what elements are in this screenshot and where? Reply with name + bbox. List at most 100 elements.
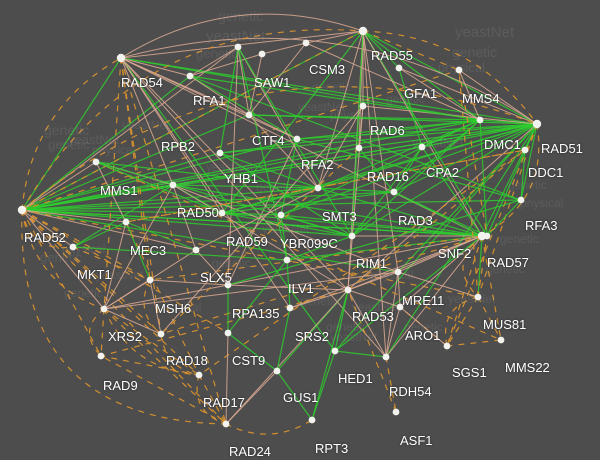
graph-edge-physical (305, 42, 481, 121)
graph-edge-coexpression (477, 235, 483, 298)
graph-edge-coexpression (219, 46, 239, 154)
graph-node-mms1[interactable] (92, 158, 100, 166)
graph-node-rpb2[interactable] (234, 43, 242, 51)
graph-edge-physical (172, 184, 197, 251)
graph-edge-genetic (125, 149, 526, 223)
graph-node-rad17[interactable] (195, 371, 203, 379)
graph-node-smt3[interactable] (314, 184, 322, 192)
graph-edge-genetic (103, 308, 227, 425)
graph-node-rad55[interactable] (358, 26, 368, 36)
graph-edge-genetic (446, 339, 502, 347)
graph-edge-coexpression (311, 350, 336, 421)
graph-node-rfa3[interactable] (517, 196, 525, 204)
graph-node-rfa1[interactable] (186, 72, 194, 80)
graph-node-mec3[interactable] (122, 218, 130, 226)
graph-node-cst9[interactable] (224, 329, 232, 337)
graph-node-rim1[interactable] (348, 232, 356, 240)
graph-node-gfa1[interactable] (395, 64, 403, 72)
graph-edge-genetic (160, 235, 483, 335)
graph-node-rpa135[interactable] (224, 281, 232, 289)
graph-node-yhb1[interactable] (216, 149, 224, 157)
graph-edge-coexpression (21, 191, 395, 211)
graph-node-msh6[interactable] (146, 276, 154, 284)
graph-node-ddc1[interactable] (521, 146, 529, 154)
graph-edge-genetic (385, 356, 397, 413)
graph-arc-edge-genetic (362, 30, 538, 125)
graph-edge-coexpression (421, 123, 538, 148)
graph-edge-physical (317, 105, 364, 189)
graph-node-rad16[interactable] (355, 144, 363, 152)
graph-edge-physical (347, 289, 387, 358)
graph-node-asf1[interactable] (392, 408, 400, 416)
graph-node-mre11[interactable] (394, 268, 402, 276)
graph-node-saw1[interactable] (258, 50, 266, 58)
graph-edge-physical (195, 187, 319, 251)
graph-edge-coexpression (227, 259, 288, 334)
graph-node-rad9[interactable] (97, 352, 105, 360)
graph-node-ilv1[interactable] (283, 256, 291, 264)
graph-edge-physical (347, 235, 483, 291)
graph-node-rad53[interactable] (344, 286, 352, 294)
graph-edge-physical (160, 105, 364, 335)
graph-edge-physical (385, 271, 399, 358)
graph-edge-physical (261, 42, 307, 55)
graph-node-rad52[interactable] (17, 205, 27, 215)
graph-node-sgs1[interactable] (443, 342, 451, 350)
graph-node-csm3[interactable] (302, 39, 310, 47)
graph-edge-coexpression (172, 184, 319, 189)
graph-edge-coexpression (21, 57, 122, 211)
graph-edge-physical (21, 209, 127, 223)
graph-node-rad18[interactable] (157, 330, 165, 338)
graph-arc-edge-genetic (88, 308, 105, 357)
graph-edge-coexpression (351, 30, 364, 237)
graph-node-xrs2[interactable] (100, 305, 108, 313)
graph-arc-edge-genetic (21, 209, 227, 425)
graph-node-rad57[interactable] (483, 232, 491, 240)
graph-edge-coexpression (227, 199, 522, 286)
graph-node-mms4[interactable] (455, 66, 463, 74)
graph-node-ybr099c[interactable] (277, 211, 285, 219)
graph-edge-genetic (446, 235, 483, 347)
graph-node-rad54[interactable] (116, 53, 126, 63)
graph-edge-coexpression (120, 57, 538, 125)
graph-edge-coexpression (362, 30, 481, 121)
graph-arc-edge-genetic (21, 86, 538, 211)
graph-arc-edge-genetic (103, 308, 200, 376)
graph-edge-coexpression (21, 138, 298, 211)
graph-node-hed1[interactable] (331, 347, 339, 355)
graph-edge-genetic (481, 235, 502, 341)
graph-arc-edge-genetic (21, 29, 364, 211)
graph-node-ctf4[interactable] (245, 111, 253, 119)
graph-edge-physical (189, 53, 263, 77)
graph-node-slx5[interactable] (192, 246, 200, 254)
graph-node-mkt1[interactable] (69, 243, 77, 251)
graph-node-srs2[interactable] (286, 304, 294, 312)
graph-edge-coexpression (21, 209, 353, 237)
graph-node-rad50[interactable] (169, 181, 177, 189)
graph-node-rad3[interactable] (390, 188, 398, 196)
graph-node-rad6[interactable] (359, 102, 367, 110)
graph-node-rdh54[interactable] (382, 353, 390, 361)
graph-node-rad59[interactable] (218, 209, 226, 217)
graph-node-snf2[interactable] (477, 231, 487, 241)
graph-edge-physical (225, 370, 278, 425)
graph-node-rad51[interactable] (532, 119, 542, 129)
graph-node-aro1[interactable] (396, 303, 404, 311)
graph-node-dmc1[interactable] (476, 116, 484, 124)
graph-edge-physical (172, 184, 399, 273)
graph-edge-physical (347, 271, 399, 291)
graph-edge-genetic (477, 235, 488, 298)
graph-node-rfa2[interactable] (293, 135, 301, 143)
graph-node-cpa2[interactable] (418, 143, 426, 151)
graph-edge-physical (458, 69, 481, 121)
graph-edge-physical (103, 221, 127, 310)
graph-node-rpt3[interactable] (308, 416, 316, 424)
graph-node-mus81[interactable] (474, 293, 482, 301)
graph-edge-coexpression (398, 67, 423, 148)
graph-edge-genetic (103, 308, 200, 376)
graph-node-gus1[interactable] (273, 367, 281, 375)
graph-node-mms22[interactable] (497, 336, 505, 344)
graph-edge-physical (120, 57, 291, 309)
graph-node-rad24[interactable] (222, 420, 230, 428)
